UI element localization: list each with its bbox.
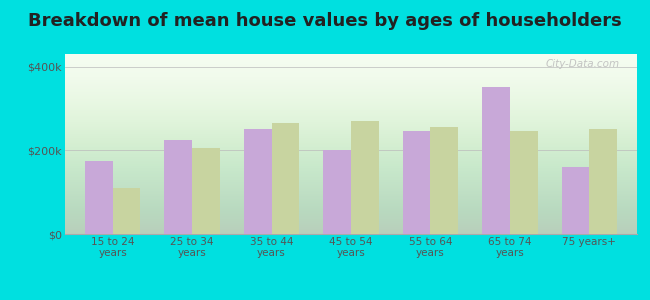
Bar xyxy=(482,88,510,234)
Bar xyxy=(323,150,351,234)
Bar xyxy=(510,131,538,234)
Bar xyxy=(590,129,617,234)
Text: Breakdown of mean house values by ages of householders: Breakdown of mean house values by ages o… xyxy=(28,12,622,30)
Bar xyxy=(430,127,458,234)
Bar xyxy=(85,161,112,234)
Bar xyxy=(164,140,192,234)
Legend: Otisfield, Maine: Otisfield, Maine xyxy=(271,298,431,300)
Bar xyxy=(562,167,590,234)
Bar xyxy=(402,131,430,234)
Bar xyxy=(272,123,300,234)
Bar xyxy=(192,148,220,234)
Bar xyxy=(351,121,379,234)
Bar xyxy=(244,129,272,234)
Bar xyxy=(112,188,140,234)
Text: City-Data.com: City-Data.com xyxy=(546,59,620,69)
